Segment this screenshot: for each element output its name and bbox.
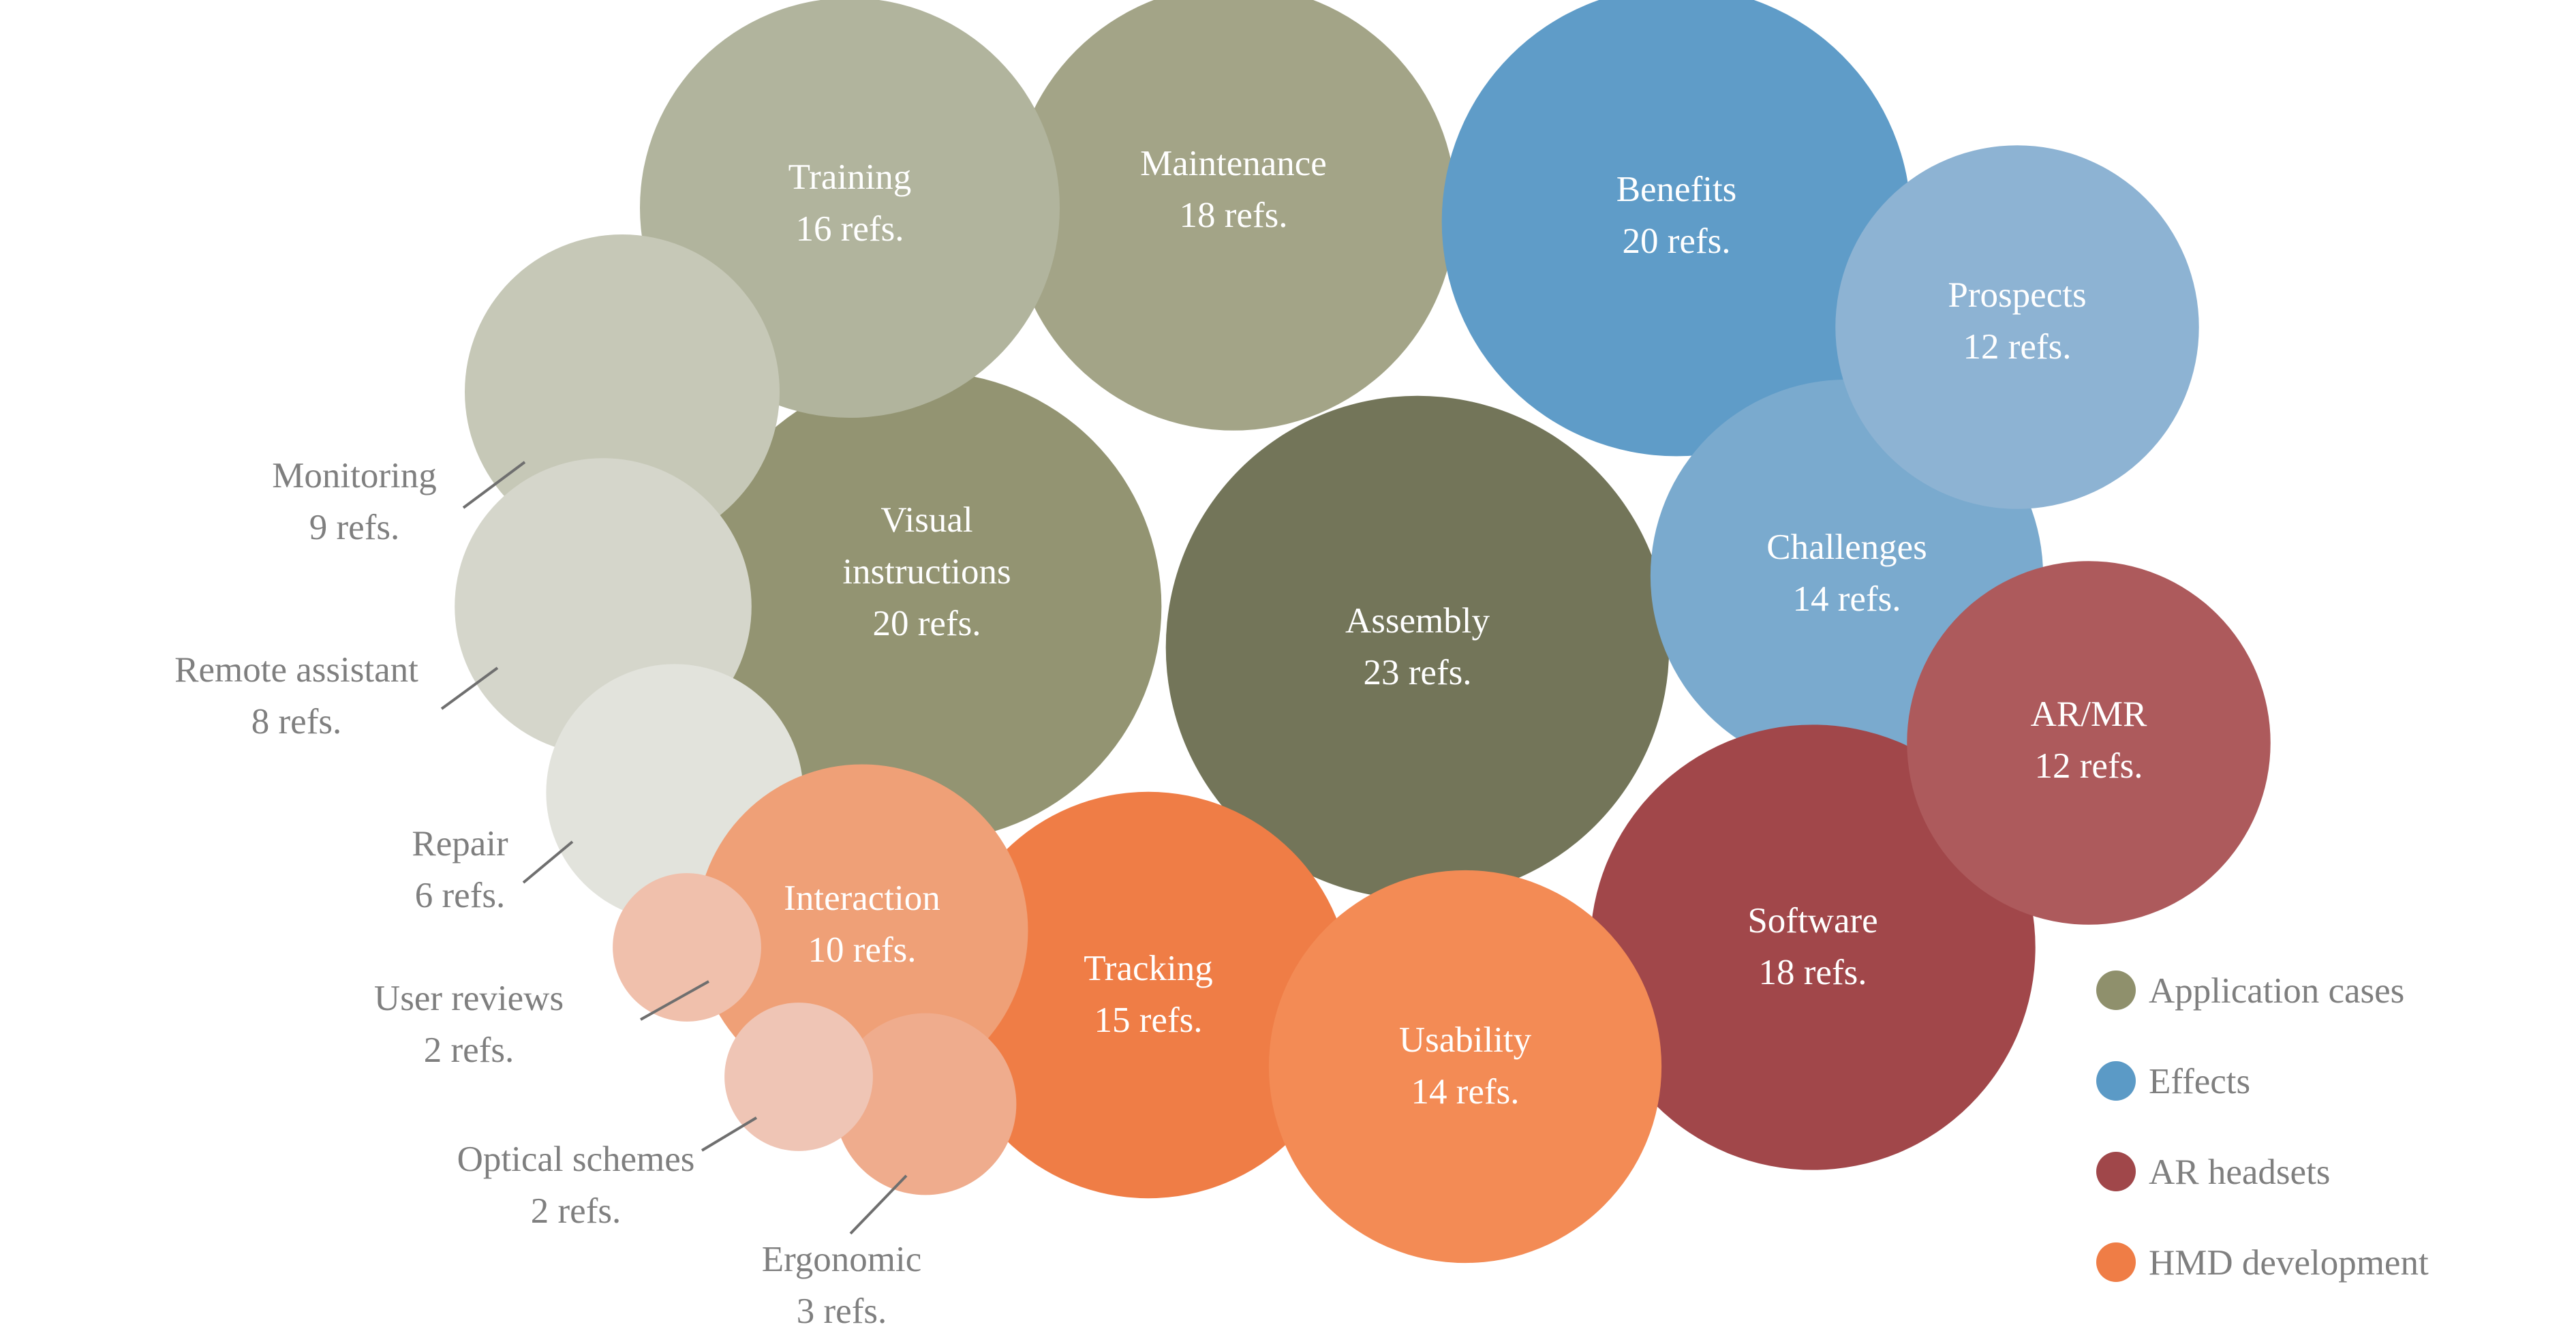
- bubble-label-visual-instructions: Visual instructions 20 refs.: [842, 500, 1011, 643]
- bubble-label-training: Training 16 refs.: [788, 157, 912, 249]
- bubble-ar-mr: [1907, 561, 2271, 925]
- leader-line-monitoring: [462, 461, 526, 509]
- bubble-label-benefits: Benefits 20 refs.: [1616, 170, 1737, 261]
- bubble-label-assembly: Assembly 23 refs.: [1345, 601, 1490, 692]
- bubble-label-maintenance: Maintenance 18 refs.: [1140, 144, 1327, 235]
- bubble-visual-instructions: [692, 371, 1162, 842]
- bubble-monitoring: [465, 234, 780, 549]
- legend-marker-hmd-development: [2096, 1242, 2136, 1282]
- bubble-label-tracking: Tracking 15 refs.: [1084, 949, 1212, 1040]
- bubble-label-remote-assistant: Remote assistant 8 refs.: [174, 650, 418, 742]
- bubble-label-ar-mr: AR/MR 12 refs.: [2031, 694, 2147, 786]
- bubble-label-ergonomic: Ergonomic 3 refs.: [762, 1240, 922, 1329]
- bubble-prospects: [1835, 145, 2199, 509]
- bubble-tracking: [945, 791, 1352, 1199]
- legend: Application cases Effects AR headsets HMD d…: [2096, 971, 2429, 1283]
- bubble-user-reviews: [613, 873, 761, 1022]
- bubble-label-repair: Repair 6 refs.: [412, 824, 508, 915]
- bubble-label-software: Software 18 refs.: [1747, 901, 1877, 992]
- legend-marker-effects: [2096, 1061, 2136, 1101]
- bubble-label-monitoring: Monitoring 9 refs.: [272, 456, 436, 547]
- bubble-labels-layer: Assembly 23 refs. Visual instructions 20 ref…: [174, 144, 2147, 1329]
- leader-line-repair: [522, 840, 574, 884]
- bubble-maintenance: [1011, 0, 1456, 431]
- leader-lines-layer: [440, 461, 908, 1235]
- leader-line-user-reviews: [640, 980, 709, 1021]
- legend-marker-ar-headsets: [2096, 1152, 2136, 1191]
- leader-line-remote-assistant: [440, 667, 499, 710]
- legend-label-application-cases: Application cases: [2149, 971, 2404, 1011]
- bubble-software: [1590, 724, 2036, 1170]
- legend-label-hmd-development: HMD development: [2149, 1243, 2429, 1283]
- bubble-benefits: [1441, 0, 1912, 457]
- leader-line-optical-schemes: [701, 1116, 758, 1152]
- bubble-label-user-reviews: User reviews 2 refs.: [374, 979, 564, 1070]
- bubble-usability: [1268, 870, 1662, 1264]
- bubble-optical-schemes: [724, 1003, 873, 1151]
- legend-label-ar-headsets: AR headsets: [2149, 1152, 2330, 1192]
- bubble-label-interaction: Interaction 10 refs.: [784, 879, 940, 970]
- bubble-label-optical-schemes: Optical schemes 2 refs.: [457, 1140, 695, 1231]
- leader-line-ergonomic: [849, 1174, 908, 1235]
- bubbles-layer: [455, 0, 2271, 1264]
- legend-marker-application-cases: [2096, 971, 2136, 1010]
- bubble-label-challenges: Challenges 14 refs.: [1766, 528, 1927, 619]
- bubble-label-prospects: Prospects 12 refs.: [1948, 275, 2086, 367]
- bubble-label-usability: Usability 14 refs.: [1399, 1020, 1532, 1112]
- legend-label-effects: Effects: [2149, 1062, 2250, 1101]
- bubble-assembly: [1165, 395, 1670, 900]
- bubble-ergonomic: [834, 1013, 1017, 1195]
